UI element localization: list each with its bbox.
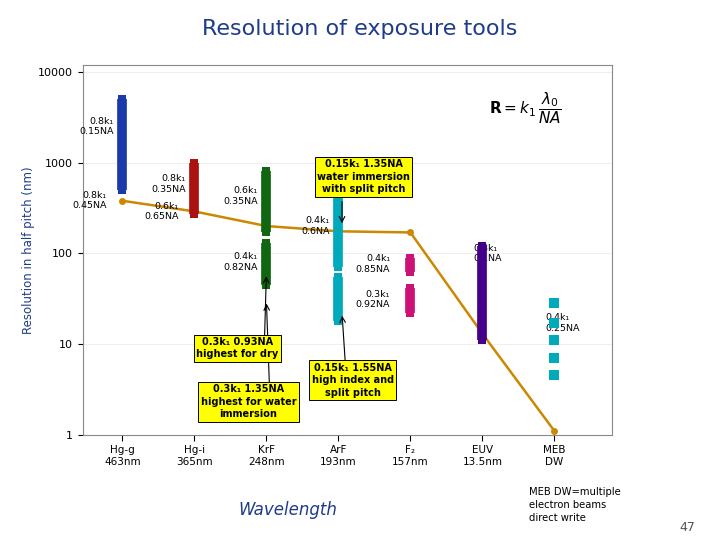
- Text: 47: 47: [679, 521, 695, 534]
- Text: 0.8k₁
0.15NA: 0.8k₁ 0.15NA: [79, 117, 114, 136]
- Text: 0.8k₁
0.1NA: 0.8k₁ 0.1NA: [474, 244, 503, 263]
- Text: 0.15k₁ 1.55NA
high index and
split pitch: 0.15k₁ 1.55NA high index and split pitch: [312, 363, 394, 397]
- Text: 0.3k₁ 0.93NA
highest for dry: 0.3k₁ 0.93NA highest for dry: [197, 337, 279, 359]
- Text: 0.3k₁
0.92NA: 0.3k₁ 0.92NA: [356, 290, 390, 309]
- Text: 0.6k₁
0.35NA: 0.6k₁ 0.35NA: [223, 186, 258, 206]
- Text: 0.15k₁ 1.35NA
water immersion
with split pitch: 0.15k₁ 1.35NA water immersion with split…: [318, 159, 410, 194]
- Text: 0.4k₁
0.82NA: 0.4k₁ 0.82NA: [223, 252, 258, 272]
- Text: 0.3k₁ 1.35NA
highest for water
immersion: 0.3k₁ 1.35NA highest for water immersion: [201, 384, 296, 419]
- Text: 0.4k₁
0.25NA: 0.4k₁ 0.25NA: [546, 313, 580, 333]
- Text: 0.8k₁
0.45NA: 0.8k₁ 0.45NA: [72, 191, 107, 211]
- Text: 0.4k₁
0.85NA: 0.4k₁ 0.85NA: [356, 254, 390, 274]
- Y-axis label: Resolution in half pitch (nm): Resolution in half pitch (nm): [22, 166, 35, 334]
- Text: 0.6k₁
0.65NA: 0.6k₁ 0.65NA: [144, 202, 179, 221]
- Text: Wavelength: Wavelength: [238, 501, 338, 519]
- Text: 0.4k₁
0.6NA: 0.4k₁ 0.6NA: [301, 217, 330, 236]
- Text: MEB DW=multiple
electron beams
direct write: MEB DW=multiple electron beams direct wr…: [529, 487, 621, 523]
- Text: $\mathbf{R} = k_1\,\dfrac{\lambda_0}{NA}$: $\mathbf{R} = k_1\,\dfrac{\lambda_0}{NA}…: [489, 90, 562, 126]
- Text: 0.8k₁
0.35NA: 0.8k₁ 0.35NA: [151, 174, 186, 194]
- Text: Resolution of exposure tools: Resolution of exposure tools: [202, 19, 518, 39]
